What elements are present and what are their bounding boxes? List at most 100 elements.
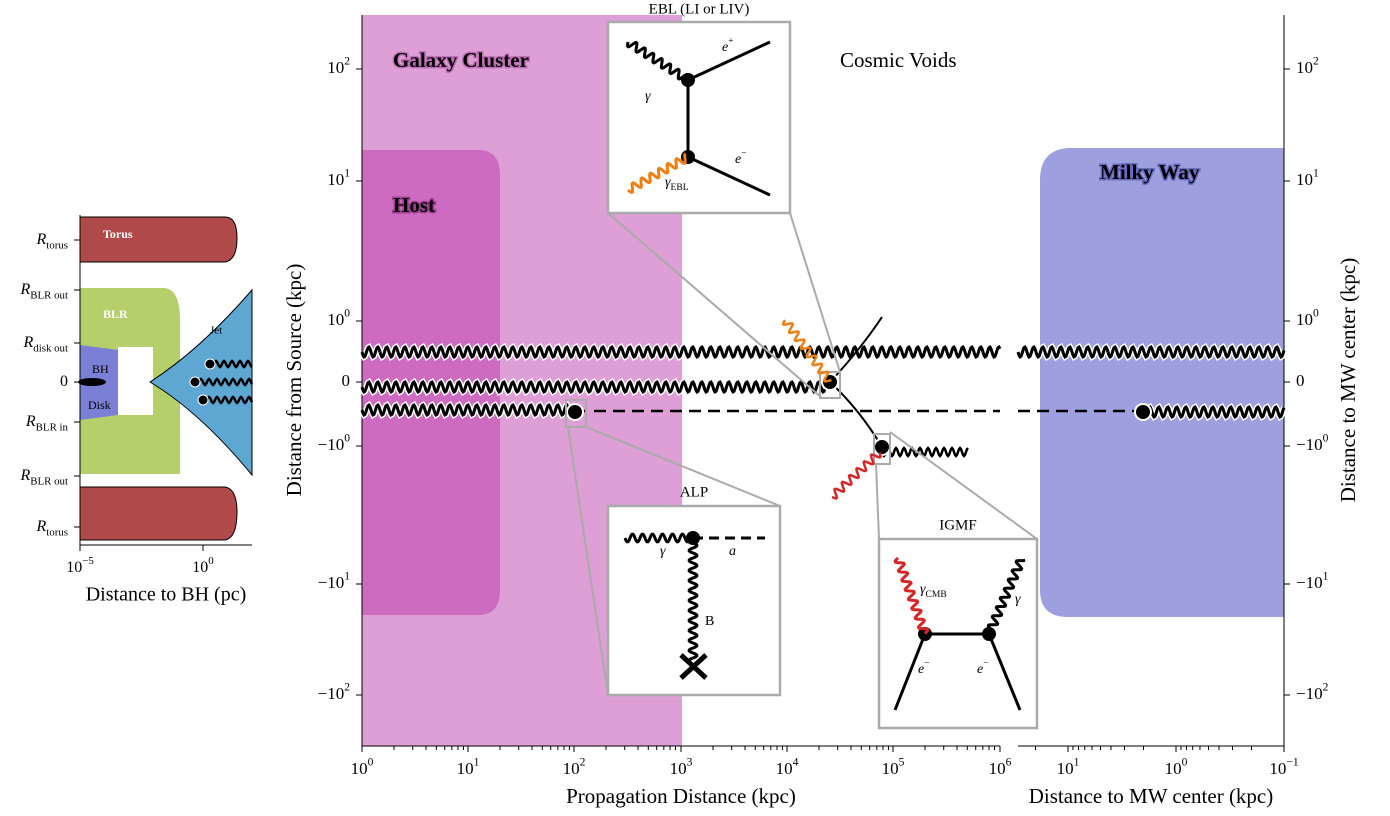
igmf-fermions xyxy=(893,632,1022,711)
zoom-box xyxy=(565,399,587,428)
feynman-label-base: e xyxy=(722,40,728,55)
vertex xyxy=(204,358,216,370)
x-tick-label: 106 xyxy=(989,755,1012,778)
y2-tick-label-base: 10 xyxy=(1296,58,1313,77)
x-tick-label-exp: 1 xyxy=(474,755,480,768)
x-tick-label-base: 10 xyxy=(776,759,793,778)
photon xyxy=(360,345,1002,359)
region-label: Jet xyxy=(210,325,222,337)
feynman-label: γCMB xyxy=(920,582,947,600)
y2-tick-label-exp: 2 xyxy=(1313,54,1319,67)
region-label: Host xyxy=(393,193,435,217)
x2-tick-label-base: 10 xyxy=(1165,759,1182,778)
y-tick-label-base: 0 xyxy=(342,371,351,390)
y2-tick-label: 102 xyxy=(1296,54,1319,77)
x2-tick-label: 100 xyxy=(1165,755,1188,778)
feynman-label: γEBL xyxy=(665,175,689,193)
torus xyxy=(79,486,238,541)
feynman-label: B xyxy=(705,614,714,629)
x-tick-label-exp: −5 xyxy=(82,554,94,566)
y2-tick-label: −101 xyxy=(1296,569,1329,592)
vertex xyxy=(197,394,209,406)
y-tick-label: −102 xyxy=(318,680,351,703)
y-tick-label: 101 xyxy=(327,166,350,189)
x-tick-label-base: 10 xyxy=(989,759,1006,778)
y2-tick-label-base: −10 xyxy=(1296,435,1323,454)
bh xyxy=(78,378,106,386)
feynman-label-base: e xyxy=(735,152,741,167)
region-label: Galaxy Cluster xyxy=(393,48,529,72)
region-label: Torus xyxy=(103,227,133,241)
y2-tick-label-exp: 1 xyxy=(1323,569,1329,582)
y-tick-label-base: 10 xyxy=(327,58,344,77)
feynman-label-base: γ xyxy=(645,89,651,104)
region-label: Cosmic Voids xyxy=(840,48,957,72)
x-tick-label-exp: 6 xyxy=(1006,755,1012,768)
y-tick-label-sub: BLR out xyxy=(30,289,68,301)
y-tick-label-sub: BLR out xyxy=(30,475,68,487)
feynman-label: e− xyxy=(735,149,747,167)
y2-tick-label: 101 xyxy=(1296,166,1319,189)
photon xyxy=(201,395,254,405)
photon xyxy=(687,536,699,662)
y2-tick-label-base: −10 xyxy=(1296,684,1323,703)
x-tick-label-base: 10 xyxy=(670,759,687,778)
y-tick-label: Rdisk out xyxy=(22,334,68,354)
y2-tick-label: 100 xyxy=(1296,306,1319,329)
cross xyxy=(679,653,708,680)
feynman-label-sup: + xyxy=(728,37,733,47)
x-tick-label-exp: 3 xyxy=(687,755,693,768)
vertex xyxy=(1134,403,1152,421)
y2-tick-label-exp: 0 xyxy=(1313,306,1319,319)
feynman-label-base: B xyxy=(705,614,714,629)
y-tick-label: 0 xyxy=(342,371,351,390)
blr-gap xyxy=(118,347,153,415)
y-tick-label-sub: torus xyxy=(46,239,68,251)
y-tick-label: Rtorus xyxy=(35,231,68,251)
milky-way xyxy=(1040,148,1284,617)
x-tick-label: 104 xyxy=(776,755,799,778)
photon xyxy=(781,319,832,383)
region-label: BLR xyxy=(103,307,128,321)
inset-title: EBL (LI or LIV) xyxy=(649,1,750,17)
feynman-label: e+ xyxy=(722,37,734,55)
y-tick-label-symbol: 0 xyxy=(60,373,68,390)
y-tick-label: RBLR out xyxy=(19,281,68,301)
y2-tick-label-base: 0 xyxy=(1296,371,1305,390)
x2-tick-label-exp: −1 xyxy=(1286,755,1299,768)
photon xyxy=(360,403,577,417)
y-tick-label-symbol: R xyxy=(35,231,46,248)
photon xyxy=(880,446,969,458)
feynman-label: γ xyxy=(1015,592,1021,607)
x-tick-label-exp: 2 xyxy=(580,755,586,768)
y2-tick-label: −100 xyxy=(1296,431,1329,454)
vertex xyxy=(566,403,584,421)
y-tick-label: 102 xyxy=(327,54,350,77)
y-tick-label-sub: disk out xyxy=(33,342,68,354)
feynman-label-base: e xyxy=(977,662,983,677)
y-tick-label-exp: 1 xyxy=(344,166,350,179)
y2-axis-label: Distance to MW center (kpc) xyxy=(1336,258,1360,503)
x-tick-label: 102 xyxy=(563,755,586,778)
x-axis-label: Propagation Distance (kpc) xyxy=(566,784,796,808)
x-tick-label-exp: 0 xyxy=(208,554,214,566)
y-tick-label-base: 10 xyxy=(327,170,344,189)
ebl-fermions xyxy=(686,40,771,197)
y-tick-label-exp: 2 xyxy=(344,680,350,693)
x-tick-label: 105 xyxy=(882,755,905,778)
y-tick-label: Rtorus xyxy=(35,518,68,538)
photon-paths xyxy=(193,342,1287,461)
photon xyxy=(1141,405,1286,419)
x2-tick-label-base: 10 xyxy=(1057,759,1074,778)
feynman-label-base: γ xyxy=(660,544,666,559)
x-tick-label: 103 xyxy=(670,755,693,778)
y-tick-label-base: 10 xyxy=(327,310,344,329)
y-tick-label: RBLR out xyxy=(19,467,68,487)
x-tick-label: 100 xyxy=(192,554,214,575)
feynman-label-base: γ xyxy=(920,582,926,597)
y-tick-label-symbol: R xyxy=(19,467,30,484)
y2-tick-label-base: 10 xyxy=(1296,170,1313,189)
x-axis-label: Distance to BH (pc) xyxy=(86,584,247,606)
x-tick-label-exp: 4 xyxy=(793,755,799,768)
feynman-label-sup: − xyxy=(983,659,988,669)
